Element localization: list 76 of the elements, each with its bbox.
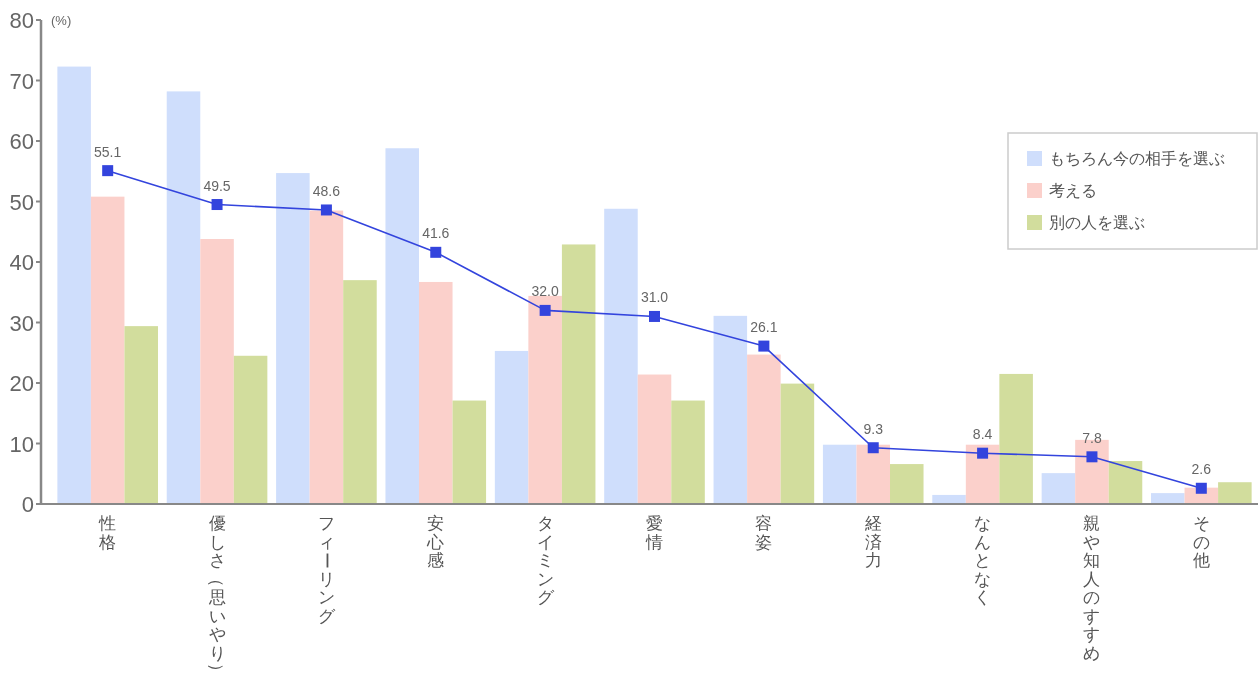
bar [780, 383, 815, 504]
bar [528, 295, 562, 504]
data-label: 2.6 [1191, 461, 1212, 478]
point [1086, 451, 1098, 463]
legend-label: 別の人を選ぶ [1049, 213, 1145, 232]
bar [200, 239, 234, 504]
x-tick-label: 性格 [98, 513, 117, 552]
y-tick-label: 70 [9, 68, 34, 94]
bar [999, 373, 1033, 504]
data-label: 32.0 [531, 283, 559, 300]
bar [671, 400, 705, 504]
x-tick-label: 愛情 [645, 513, 663, 552]
bar [1218, 482, 1252, 504]
bar [452, 400, 487, 504]
bar [233, 355, 268, 504]
data-label: 49.5 [203, 177, 231, 194]
bar [713, 315, 748, 504]
y-tick-label: 30 [9, 310, 34, 336]
point [1195, 482, 1207, 494]
data-label: 7.8 [1082, 429, 1102, 446]
y-tick-label: 10 [9, 431, 34, 457]
x-tick-label: フィーリング [316, 513, 337, 626]
x-tick-label: 親や知人のすすめ [1083, 513, 1101, 663]
point [758, 340, 770, 352]
data-label: 41.6 [422, 225, 450, 242]
point [211, 199, 223, 211]
bar [57, 66, 91, 504]
data-label: 48.6 [312, 182, 341, 199]
y-tick-label: 40 [9, 250, 34, 275]
bar [90, 196, 125, 504]
bar [1108, 461, 1143, 504]
bar [856, 444, 890, 504]
bar [965, 444, 1000, 504]
point [320, 204, 332, 216]
data-label: 55.1 [94, 143, 122, 160]
bar [343, 280, 377, 504]
point [649, 310, 660, 322]
data-label: 26.1 [750, 319, 778, 336]
y-tick-label: 20 [9, 371, 34, 396]
bar [385, 148, 419, 504]
y-tick-label: 80 [9, 8, 34, 33]
bar [124, 326, 158, 504]
bar [822, 444, 857, 504]
y-tick-label: 60 [9, 129, 34, 154]
bar [604, 208, 638, 504]
x-tick-label: なんとなく [974, 513, 992, 608]
point [430, 246, 442, 258]
bar [890, 464, 924, 504]
data-label: 8.4 [972, 426, 993, 443]
y-axis-title: (%) [51, 13, 72, 28]
y-tick-label: 50 [9, 189, 34, 215]
bar [166, 91, 201, 504]
bar [561, 244, 596, 504]
x-tick-label: タイミング [536, 513, 555, 608]
bar [1041, 473, 1076, 504]
point [867, 442, 879, 454]
legend-label: 考える [1049, 181, 1097, 200]
bar [637, 374, 672, 504]
bar [747, 354, 781, 504]
bar [309, 210, 344, 504]
data-label: 31.0 [640, 289, 669, 306]
x-tick-label: その他 [1192, 513, 1210, 571]
point [977, 447, 989, 459]
x-tick-label: 安心感 [426, 513, 445, 571]
point [102, 165, 114, 177]
bar [276, 173, 310, 504]
category-label: 優しさ（思いやり） [207, 513, 228, 680]
point [539, 304, 551, 316]
data-label: 9.3 [863, 420, 884, 437]
bar [494, 350, 529, 504]
x-tick-label: 経済力 [863, 513, 882, 571]
x-tick-label: 容姿 [755, 513, 773, 552]
bar [1151, 493, 1185, 504]
bar [419, 281, 453, 504]
y-tick-label: 0 [21, 492, 34, 517]
legend-label: もちろん今の相手を選ぶ [1049, 149, 1225, 168]
